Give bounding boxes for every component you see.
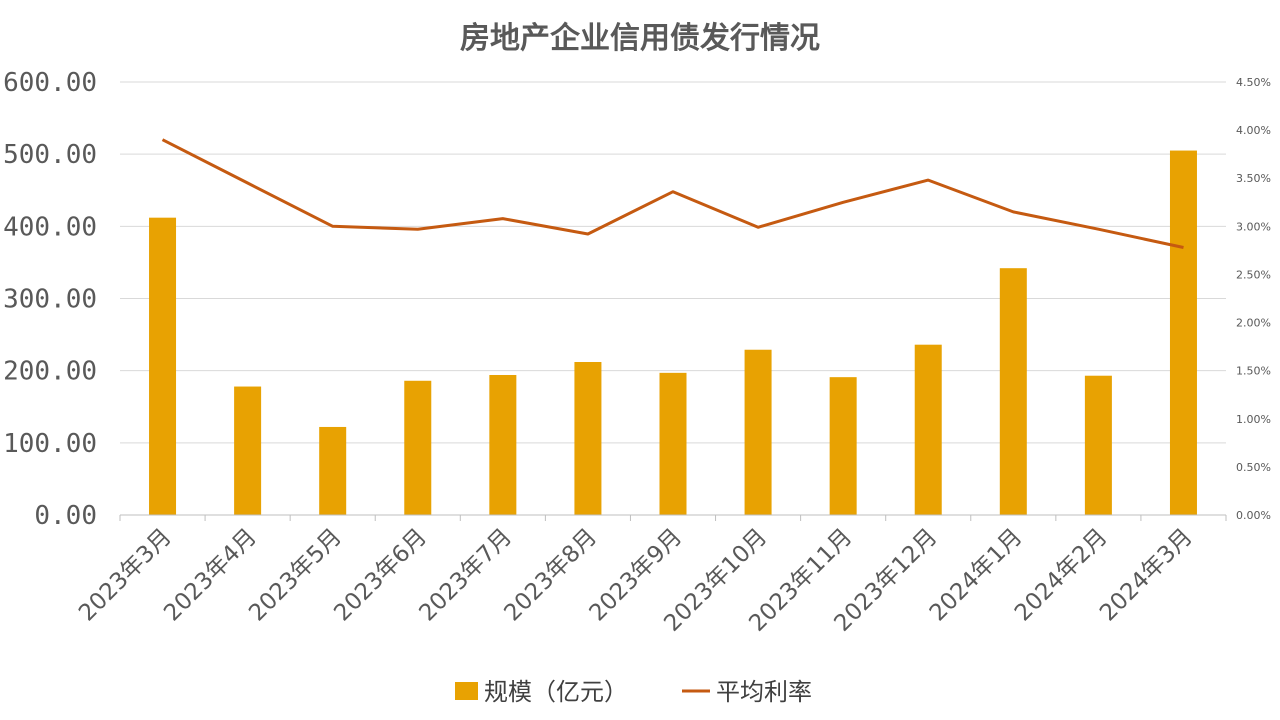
bar	[744, 349, 772, 515]
y-right-tick-label: 2.50%	[1236, 268, 1271, 281]
bar	[914, 344, 942, 515]
y-left-tick-label: 100.00	[3, 429, 97, 459]
y-right-tick-label: 4.00%	[1236, 124, 1271, 137]
bar	[234, 386, 262, 515]
bar	[404, 380, 432, 515]
x-axis: 2023年3月2023年4月2023年5月2023年6月2023年7月2023年…	[74, 514, 1227, 637]
bar	[489, 374, 517, 515]
legend: 规模（亿元） 平均利率	[455, 678, 812, 706]
x-tick-label: 2024年3月	[1095, 524, 1198, 627]
legend-label-bar: 规模（亿元）	[484, 678, 628, 706]
gridlines	[120, 81, 1226, 444]
legend-label-line: 平均利率	[716, 678, 812, 706]
line-series	[161, 138, 1184, 249]
y-right-tick-label: 3.00%	[1236, 220, 1271, 233]
y-right-tick-label: 4.50%	[1236, 76, 1271, 89]
y-right-tick-label: 0.00%	[1236, 509, 1271, 522]
y-right-tick-label: 1.50%	[1236, 365, 1271, 378]
bar	[1169, 150, 1197, 515]
bar	[574, 362, 602, 515]
line-path	[161, 138, 1184, 249]
y-left-tick-label: 500.00	[3, 140, 97, 170]
legend-swatch-bar	[455, 682, 478, 700]
bar	[1084, 375, 1112, 515]
y-left-tick-label: 300.00	[3, 285, 97, 315]
y-right-tick-label: 0.50%	[1236, 461, 1271, 474]
y-axis-left: 0.00 100.00 200.00 300.00 400.00 500.00 600.00	[3, 68, 97, 531]
y-left-tick-label: 200.00	[3, 357, 97, 387]
y-right-tick-label: 2.00%	[1236, 317, 1271, 330]
bar	[999, 268, 1027, 515]
y-left-tick-label: 0.00	[34, 501, 97, 531]
y-axis-right: 0.00% 0.50% 1.00% 1.50% 2.00% 2.50% 3.00% 3.50%…	[1236, 76, 1271, 522]
chart-title: 房地产企业信用债发行情况	[460, 21, 820, 56]
bar	[829, 377, 857, 515]
bar-series	[149, 150, 1197, 515]
y-right-tick-label: 3.50%	[1236, 172, 1271, 185]
bar	[319, 426, 347, 515]
bar	[659, 372, 687, 515]
bar	[149, 217, 177, 515]
y-right-tick-label: 1.00%	[1236, 413, 1271, 426]
y-left-tick-label: 400.00	[3, 212, 97, 242]
y-left-tick-label: 600.00	[3, 68, 97, 98]
